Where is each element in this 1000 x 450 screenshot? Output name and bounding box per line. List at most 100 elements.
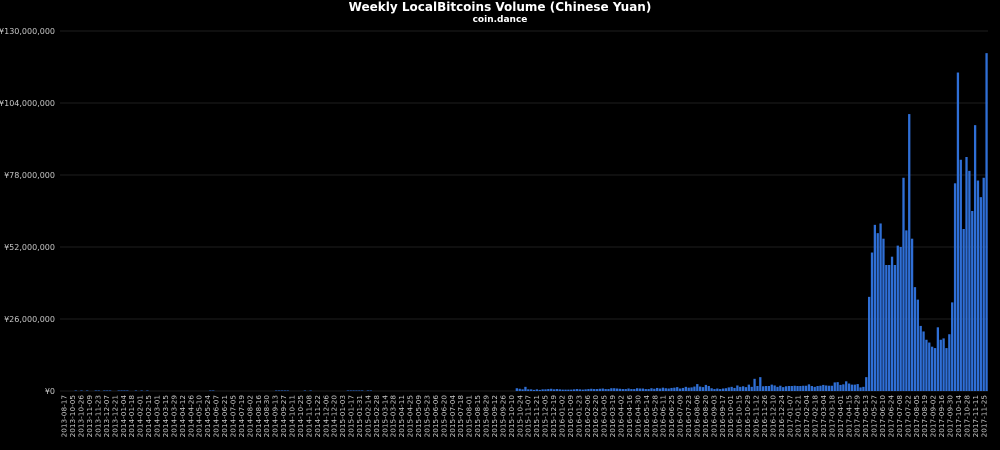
bar: [770, 384, 773, 391]
bar: [572, 389, 576, 391]
x-tick-label: 2017-01-07: [785, 395, 794, 438]
x-tick-label: 2017-10-14: [954, 395, 963, 438]
x-tick-label: 2015-07-04: [448, 395, 457, 438]
bar: [564, 389, 567, 391]
bar: [667, 388, 670, 391]
bar: [658, 388, 662, 391]
bar: [673, 387, 676, 391]
x-tick-label: 2016-12-10: [768, 395, 777, 438]
bar: [913, 287, 917, 391]
x-tick-label: 2014-05-24: [203, 395, 212, 438]
bar: [515, 388, 518, 391]
y-tick-label: ¥104,000,000: [0, 99, 55, 108]
bar: [618, 388, 622, 391]
bar: [74, 390, 77, 391]
bar: [790, 386, 793, 391]
bar: [976, 180, 980, 391]
bar: [793, 385, 796, 391]
x-tick-label: 2015-12-19: [549, 395, 558, 438]
bar: [575, 389, 579, 391]
bar: [822, 384, 825, 391]
bar: [888, 265, 891, 391]
x-tick-label: 2014-07-19: [237, 395, 246, 438]
bar: [873, 224, 877, 391]
x-tick-label: 2016-04-30: [633, 395, 642, 438]
bar: [762, 386, 765, 391]
x-tick-label: 2014-08-02: [245, 395, 254, 437]
x-tick-label: 2015-02-28: [372, 395, 381, 438]
x-tick-label: 2016-04-02: [617, 395, 626, 437]
bar: [366, 390, 370, 391]
bar: [696, 384, 699, 391]
bar: [767, 386, 771, 391]
bar: [764, 386, 768, 391]
bar: [842, 384, 845, 391]
bar: [787, 386, 791, 391]
x-tick-label: 2014-01-04: [119, 395, 128, 438]
bar: [845, 381, 848, 391]
bar: [750, 386, 753, 391]
bar: [547, 389, 550, 391]
x-tick-label: 2016-01-09: [566, 395, 575, 438]
bar: [779, 385, 782, 391]
bar: [968, 170, 971, 391]
bar: [867, 296, 871, 391]
bar: [707, 386, 710, 391]
bar: [939, 339, 942, 391]
bar: [664, 388, 667, 391]
bar: [810, 386, 813, 391]
bar: [656, 387, 659, 391]
bar: [630, 389, 633, 391]
bar: [633, 389, 636, 391]
bar: [856, 384, 859, 391]
x-tick-label: 2017-11-11: [971, 395, 980, 437]
bar: [690, 387, 693, 391]
chart-title: Weekly LocalBitcoins Volume (Chinese Yua…: [348, 0, 652, 14]
x-tick-label: 2016-06-25: [667, 395, 676, 437]
bar: [902, 177, 905, 391]
x-tick-label: 2015-08-29: [482, 395, 491, 438]
x-tick-label: 2016-01-02: [557, 395, 566, 437]
bar: [827, 385, 831, 391]
x-tick-label: 2014-09-13: [271, 395, 280, 438]
bar: [97, 390, 100, 391]
bar: [836, 382, 839, 391]
bar: [535, 389, 539, 391]
bar: [870, 252, 874, 391]
x-tick-label: 2016-09-17: [718, 395, 727, 438]
bar: [650, 388, 653, 391]
bar: [678, 388, 682, 391]
bar: [833, 382, 836, 391]
bar: [627, 388, 630, 391]
bar: [590, 388, 593, 391]
bar: [825, 385, 828, 391]
bar: [733, 387, 736, 391]
bar: [581, 389, 584, 391]
x-tick-label: 2014-03-29: [169, 395, 178, 438]
bar: [601, 388, 604, 391]
x-tick-label: 2017-02-18: [811, 395, 820, 438]
bar: [885, 265, 888, 391]
x-tick-label: 2017-09-02: [929, 395, 938, 437]
x-tick-label: 2015-05-23: [422, 395, 431, 438]
bar: [773, 385, 776, 391]
x-tick-label: 2016-09-03: [709, 395, 718, 438]
bar: [905, 230, 908, 391]
x-tick-label: 2015-01-31: [355, 395, 364, 437]
bar: [117, 390, 120, 391]
y-tick-label: ¥78,000,000: [4, 171, 55, 180]
x-tick-label: 2014-11-08: [304, 395, 313, 438]
bar: [615, 388, 619, 391]
x-tick-label: 2017-08-19: [920, 395, 929, 438]
bar: [971, 211, 974, 391]
bar: [584, 389, 587, 391]
x-tick-label: 2016-10-29: [743, 395, 752, 438]
x-tick-label: 2015-03-28: [389, 395, 398, 438]
bar: [882, 238, 885, 391]
x-tick-label: 2016-08-20: [701, 395, 710, 438]
bar: [744, 387, 748, 391]
bar: [552, 389, 556, 391]
x-tick-label: 2017-06-10: [878, 395, 887, 438]
bar: [277, 390, 281, 391]
x-tick-label: 2015-05-09: [414, 395, 423, 438]
